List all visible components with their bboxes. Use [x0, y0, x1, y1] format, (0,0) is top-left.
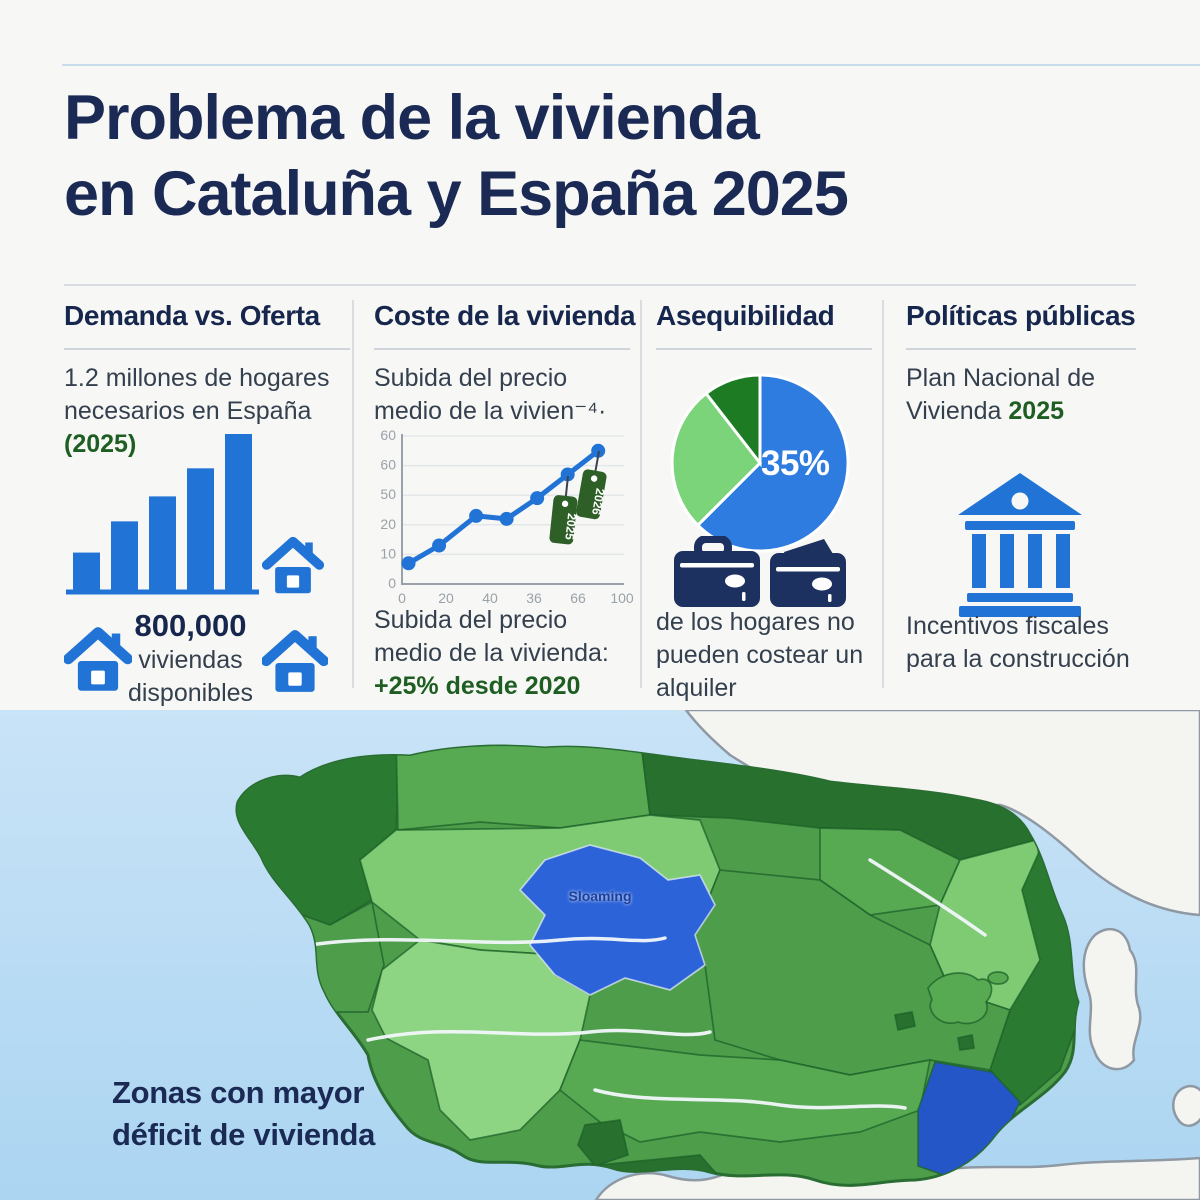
map-caption-line1: Zonas con mayor [112, 1075, 365, 1110]
pie-slice-blue [695, 373, 850, 553]
coste-caption-highlight: +25% desde 2020 [374, 672, 581, 700]
wallet-icon [770, 539, 846, 607]
house-icon [262, 534, 324, 598]
politicas-caption: Incentivos fiscales para la construcción [906, 610, 1166, 676]
map-island-menorca [987, 971, 1009, 985]
map-region-small-dark-patch [577, 1119, 630, 1167]
heading-rule-2 [374, 348, 630, 350]
asequibilidad-caption: de los hogares no pueden costear un alqu… [656, 606, 886, 705]
demanda-line2: necesarios en España [64, 397, 312, 425]
politicas-highlight: 2025 [1008, 397, 1065, 425]
heading-rule-3 [656, 348, 872, 350]
politicas-body: Plan Nacional de Vivienda 2025 [906, 362, 1156, 428]
column-divider-2 [640, 300, 642, 688]
svg-text:20: 20 [438, 590, 454, 606]
pie-slice-light_green [670, 391, 762, 528]
heading-politicas-publicas: Políticas públicas [906, 300, 1136, 331]
price-tag-icon: 2025 [549, 475, 579, 545]
heading-coste-vivienda: Coste de la vivienda [374, 300, 636, 331]
river-line [366, 1028, 712, 1042]
demanda-highlight: (2025) [64, 430, 137, 458]
top-rule [62, 64, 1200, 66]
island-white-large [1082, 927, 1142, 1071]
svg-text:60: 60 [380, 457, 396, 473]
price-tag-label: 2026 [589, 487, 607, 516]
coste-caption-line2: medio de la vivienda: [374, 639, 609, 667]
coste-sub-line2: medio de la vivien⁻⁴· [374, 397, 607, 425]
svg-text:100: 100 [610, 590, 634, 606]
page-title-line2: en Cataluña y España 2025 [64, 159, 849, 229]
pie-slice-dark_green [703, 373, 762, 468]
column-divider-3 [882, 300, 884, 688]
pie-slice-label: 35% [761, 444, 830, 483]
price-tag-icon: 2026 [576, 450, 607, 520]
stat-available-homes: 800,000 viviendas disponibles [118, 608, 263, 710]
river-line [593, 1088, 907, 1110]
highlight-region-label: Sloaming [568, 888, 632, 904]
river-line [868, 858, 987, 937]
coste-sub-line1: Subida del precio [374, 364, 568, 392]
stat-label-2: disponibles [127, 679, 254, 707]
map-island-small [957, 1033, 975, 1051]
briefcase-icon [674, 536, 760, 607]
map-caption-line2: déficit de vivienda [112, 1117, 376, 1152]
pie-chart-svg [670, 373, 850, 553]
river-line [308, 936, 667, 947]
svg-text:0: 0 [388, 575, 396, 591]
demanda-line1: 1.2 millones de hogares [64, 364, 330, 392]
svg-text:0: 0 [398, 590, 406, 606]
svg-text:66: 66 [570, 590, 586, 606]
svg-text:40: 40 [482, 590, 498, 606]
politicas-caption-line1: Incentivos fiscales [906, 612, 1109, 640]
spain-map: Sloaming Zonas con mayor déficit de vivi… [0, 708, 1200, 1200]
price-tag-label: 2025 [562, 513, 579, 541]
svg-text:50: 50 [380, 486, 396, 502]
map-island-ibiza [893, 1011, 917, 1032]
france-landmass [683, 708, 1200, 917]
asequibilidad-caption-line1: de los hogares no [656, 608, 855, 636]
map-region-madrid-highlight [518, 844, 716, 996]
pie-chart-affordability: 35% [665, 368, 855, 558]
bank-building-icon [958, 473, 1082, 617]
politicas-caption-line2: para la construcción [906, 645, 1130, 673]
island-white-small [1172, 1084, 1200, 1127]
politicas-line1: Plan Nacional de [906, 364, 1096, 392]
svg-text:10: 10 [380, 545, 396, 561]
stat-value: 800,000 [134, 608, 247, 643]
svg-text:20: 20 [380, 516, 396, 532]
politicas-line2: Vivienda [906, 397, 1002, 425]
svg-text:60: 60 [380, 427, 396, 443]
coste-caption-line1: Subida del precio [374, 606, 568, 634]
page-title: Problema de la vivienda en Cataluña y Es… [64, 80, 1124, 232]
asequibilidad-caption-line3: alquiler [656, 674, 737, 702]
page-title-line1: Problema de la vivienda [64, 83, 760, 153]
asequibilidad-caption-line2: pueden costear un [656, 641, 864, 669]
coste-caption: Subida del precio medio de la vivienda: … [374, 604, 654, 703]
header-divider [64, 284, 1136, 286]
svg-text:36: 36 [526, 590, 542, 606]
map-caption: Zonas con mayor déficit de vivienda [112, 1072, 375, 1156]
money-icons [674, 536, 846, 607]
spain-map-svg [0, 708, 1200, 1200]
bar-chart-demand [66, 434, 259, 595]
house-icon [262, 626, 328, 698]
heading-rule-1 [64, 348, 350, 350]
column-divider-1 [352, 300, 354, 688]
stat-label-1: viviendas [138, 646, 243, 674]
bar-chart-bars [73, 434, 252, 590]
heading-demanda-oferta: Demanda vs. Oferta [64, 300, 320, 331]
demanda-body: 1.2 millones de hogares necesarios en Es… [64, 362, 364, 461]
map-island-mallorca [927, 972, 993, 1025]
heading-asequibilidad: Asequibilidad [656, 300, 835, 331]
heading-rule-4 [906, 348, 1136, 350]
coste-subtitle: Subida del precio medio de la vivien⁻⁴· [374, 362, 644, 428]
